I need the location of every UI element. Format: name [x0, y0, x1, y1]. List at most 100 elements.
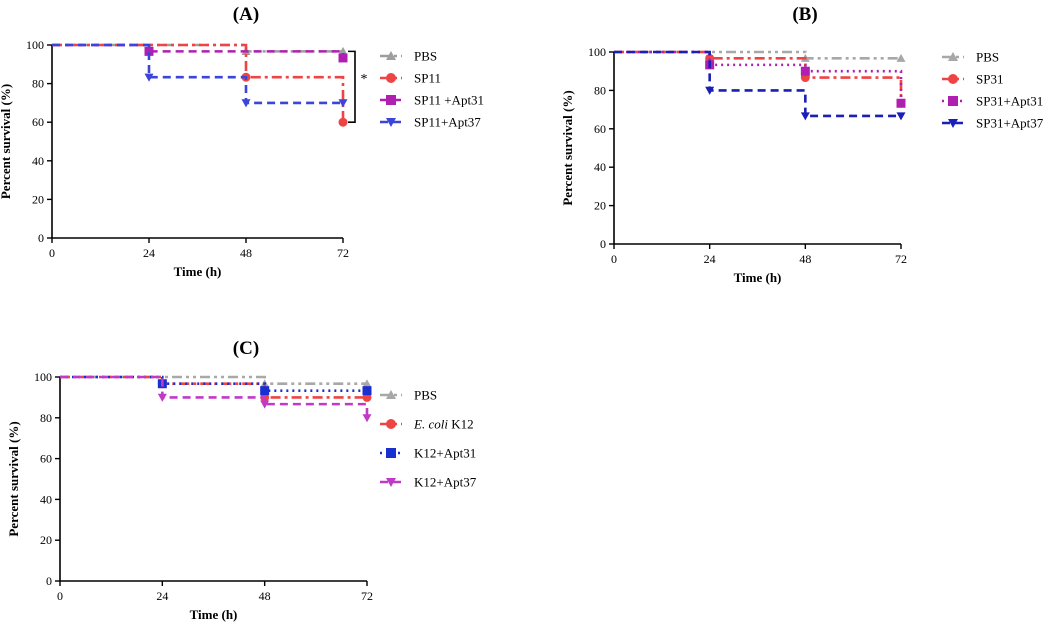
y-axis-label: Percent survival (%): [0, 84, 13, 199]
y-tick-label: 60: [40, 452, 52, 466]
legend-item: PBS: [380, 388, 437, 403]
legend-label: SP11: [414, 71, 441, 86]
legend-label: PBS: [976, 50, 999, 65]
legend-item: PBS: [942, 50, 999, 65]
legend-label: K12+Apt31: [414, 446, 476, 461]
y-tick-label: 80: [32, 77, 44, 91]
x-tick-label: 48: [799, 252, 811, 266]
y-tick-label: 20: [40, 533, 52, 547]
significance-bracket: [348, 50, 356, 123]
legend-label: E. coli K12: [413, 417, 474, 432]
x-tick-label: 24: [704, 252, 716, 266]
data-point: [260, 400, 270, 409]
survival-line: [614, 50, 901, 118]
legend-label: SP31+Apt31: [976, 94, 1043, 109]
panel-title: (A): [233, 4, 259, 25]
y-tick-label: 0: [46, 574, 52, 588]
legend-marker: [386, 419, 396, 429]
series-0: [614, 50, 906, 62]
legend-label: SP31: [976, 72, 1003, 87]
legend-label: SP31+Apt37: [976, 116, 1044, 131]
data-point: [362, 379, 372, 388]
x-axis-label: Time (h): [734, 270, 782, 285]
panel-title: (B): [792, 4, 817, 25]
survival-line: [614, 50, 903, 104]
survival-line: [614, 50, 903, 104]
data-point: [144, 46, 154, 56]
legend-label: SP11 +Apt31: [414, 93, 484, 108]
survival-line: [60, 375, 367, 386]
y-tick-label: 0: [38, 231, 44, 245]
series-2: [614, 50, 906, 108]
data-point: [338, 53, 348, 63]
series-2: [52, 43, 348, 63]
data-point: [260, 386, 270, 396]
legend-item: K12+Apt37: [380, 475, 477, 490]
y-tick-label: 0: [600, 237, 606, 251]
y-tick-label: 60: [32, 115, 44, 129]
x-tick-label: 24: [143, 246, 155, 260]
legend-marker: [948, 74, 958, 84]
data-point: [144, 73, 154, 82]
legend-marker: [386, 118, 396, 127]
data-point: [338, 117, 348, 127]
data-point: [896, 112, 906, 121]
data-point: [800, 66, 810, 76]
data-point: [896, 98, 906, 108]
legend-marker: [948, 96, 958, 106]
legend-item: SP11+Apt37: [380, 115, 481, 130]
series-1: [614, 50, 906, 108]
data-point: [338, 99, 348, 108]
legend-item: PBS: [380, 49, 437, 64]
y-tick-label: 80: [594, 83, 606, 97]
x-tick-label: 72: [895, 252, 907, 266]
legend-item: SP31+Apt31: [942, 94, 1043, 109]
x-tick-label: 0: [611, 252, 617, 266]
legend-label: K12+Apt37: [414, 475, 477, 490]
survival-line: [52, 43, 345, 123]
x-tick-label: 0: [49, 246, 55, 260]
y-axis-label: Percent survival (%): [560, 90, 575, 205]
panel-c: (C) 0 20 40 60 80 100 0 24 48 72 Time (h) Percent su…: [6, 338, 477, 622]
legend-marker: [386, 478, 396, 487]
data-point: [362, 386, 372, 396]
data-point: [241, 99, 251, 108]
legend-item: SP11: [380, 71, 441, 86]
survival-line: [52, 43, 343, 105]
series-3: [52, 43, 348, 108]
y-tick-label: 100: [588, 45, 606, 59]
legend-marker: [386, 448, 396, 458]
data-point: [896, 53, 906, 62]
series-3: [614, 50, 906, 121]
panel-b: (B) 0 20 40 60 80 100 0 24 48 72 Time (h) Percent su…: [560, 4, 1044, 285]
data-point: [157, 393, 167, 402]
legend-item: E. coli K12: [380, 417, 474, 432]
legend-item: SP31: [942, 72, 1003, 87]
y-tick-label: 40: [32, 154, 44, 168]
legend-marker: [386, 51, 396, 60]
y-axis-label: Percent survival (%): [6, 421, 21, 536]
legend-item: SP11 +Apt31: [380, 93, 484, 108]
data-point: [338, 46, 348, 55]
legend-marker: [386, 95, 396, 105]
legend-label: PBS: [414, 49, 437, 64]
x-axis-label: Time (h): [190, 607, 238, 622]
y-tick-label: 40: [594, 160, 606, 174]
series-3: [60, 375, 372, 423]
survival-line: [52, 43, 345, 58]
x-tick-label: 72: [361, 589, 373, 603]
legend-marker: [948, 119, 958, 128]
y-tick-label: 100: [34, 370, 52, 384]
legend-item: SP31+Apt37: [942, 116, 1044, 131]
series-2: [60, 375, 372, 396]
legend-label-rest: K12: [448, 417, 474, 432]
x-tick-label: 72: [337, 246, 349, 260]
y-tick-label: 80: [40, 411, 52, 425]
survival-line: [60, 375, 367, 399]
survival-line: [60, 375, 369, 418]
x-tick-label: 24: [156, 589, 168, 603]
y-tick-label: 40: [40, 492, 52, 506]
panel-title: (C): [233, 338, 259, 359]
legend-marker: [386, 73, 396, 83]
